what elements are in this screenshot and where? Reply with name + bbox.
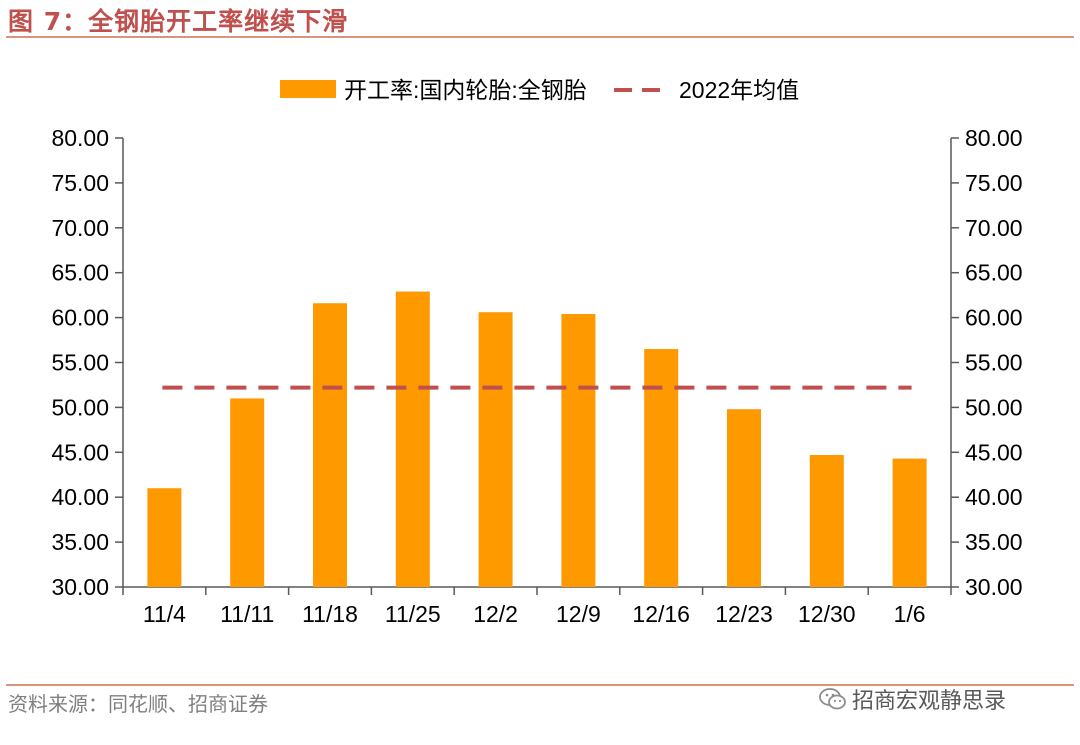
x-tick-label: 11/11	[220, 601, 274, 627]
chart: 开工率:国内轮胎:全钢胎 2022年均值 30.00 35.00 40.00 45.00…	[51, 77, 1022, 627]
y2-tick-label: 70.00	[965, 215, 1023, 241]
bar	[727, 409, 761, 587]
axes: 30.00 35.00 40.00 45.00 50.00 55.00 60.00 65.00…	[51, 125, 1022, 627]
figure-title: 图 7：全钢胎开工率继续下滑	[8, 7, 349, 36]
source-note: 资料来源：同花顺、招商证券	[8, 692, 268, 716]
y2-tick-label: 35.00	[965, 529, 1023, 555]
y-tick-label: 65.00	[51, 260, 109, 286]
y2-tick-label: 45.00	[965, 439, 1023, 465]
watermark-text: 招商宏观静思录	[852, 689, 1007, 714]
y-tick-label: 55.00	[51, 350, 109, 376]
top-divider	[6, 36, 1074, 38]
y-tick-label: 30.00	[51, 574, 109, 600]
x-tick-label: 12/2	[473, 601, 518, 627]
y-tick-label: 80.00	[51, 125, 109, 151]
x-tick-label: 12/30	[798, 601, 856, 627]
y2-tick-label: 50.00	[965, 394, 1023, 420]
bar	[230, 398, 265, 587]
y-tick-label: 75.00	[51, 170, 109, 196]
x-tick-label: 1/6	[894, 601, 926, 627]
wechat-icon	[819, 688, 846, 710]
y-tick-label: 70.00	[51, 215, 109, 241]
bar	[395, 291, 430, 587]
y2-tick-label: 60.00	[965, 305, 1023, 331]
legend-swatch-bar	[280, 80, 336, 98]
y2-tick-label: 65.00	[965, 260, 1023, 286]
legend-label-line: 2022年均值	[679, 77, 799, 103]
x-tick-label: 11/18	[302, 601, 358, 627]
y2-tick-label: 30.00	[965, 574, 1023, 600]
x-tick-label: 11/25	[385, 601, 441, 627]
y-tick-label: 35.00	[51, 529, 109, 555]
x-tick-label: 12/16	[632, 601, 690, 627]
bar	[478, 312, 513, 587]
legend-label-bar: 开工率:国内轮胎:全钢胎	[344, 77, 587, 103]
bar	[313, 303, 347, 587]
watermark: 招商宏观静思录	[818, 683, 1006, 715]
y2-tick-label: 80.00	[965, 125, 1023, 151]
bar	[892, 458, 927, 587]
y-tick-label: 40.00	[51, 484, 109, 510]
y2-tick-label: 75.00	[965, 170, 1023, 196]
legend: 开工率:国内轮胎:全钢胎 2022年均值	[280, 77, 799, 103]
y-tick-label: 45.00	[51, 439, 109, 465]
x-tick-label: 12/23	[715, 601, 773, 627]
bar	[644, 349, 679, 587]
bottom-divider	[6, 684, 1074, 686]
y-tick-label: 50.00	[51, 394, 109, 420]
x-tick-label: 11/4	[143, 601, 186, 627]
x-tick-label: 12/9	[556, 601, 601, 627]
bar	[561, 314, 596, 587]
y-tick-label: 60.00	[51, 305, 109, 331]
y2-tick-label: 55.00	[965, 350, 1023, 376]
y2-tick-label: 40.00	[965, 484, 1023, 510]
bar	[809, 454, 844, 587]
bar-series	[147, 291, 927, 587]
bar	[147, 488, 182, 587]
